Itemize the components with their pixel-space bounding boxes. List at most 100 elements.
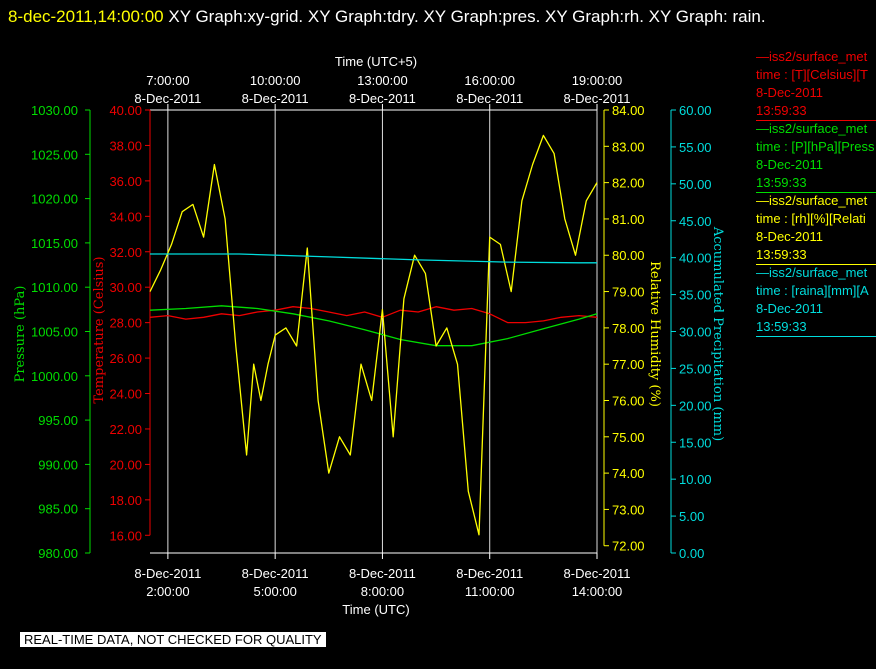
precipitation-line — [150, 253, 597, 264]
humidity-tick-label: 79.00 — [612, 285, 645, 300]
precip-tick-label: 15.00 — [679, 435, 712, 450]
humidity-tick-label: 78.00 — [612, 321, 645, 336]
graph-title: 8-dec-2011,14:00:00 XY Graph:xy-grid. XY… — [8, 3, 868, 31]
temperature-tick-label: 18.00 — [109, 493, 142, 508]
legend-entry: —iss2/surface_met time : [T][Celsius][T 8-… — [756, 48, 876, 121]
pressure-tick-label: 980.00 — [38, 546, 78, 561]
humidity-tick-label: 76.00 — [612, 393, 645, 408]
top-tick-date: 8-Dec-2011 — [134, 91, 201, 106]
precip-tick-label: 55.00 — [679, 140, 712, 155]
temperature-tick-label: 36.00 — [109, 174, 142, 189]
temperature-tick-label: 22.00 — [109, 422, 142, 437]
top-tick-date: 8-Dec-2011 — [456, 91, 523, 106]
legend-separator — [756, 192, 876, 193]
temperature-tick-label: 38.00 — [109, 138, 142, 153]
pressure-tick-label: 1000.00 — [31, 369, 78, 384]
top-tick-time: 19:00:00 — [572, 73, 623, 88]
bottom-tick-time: 5:00:00 — [253, 584, 296, 599]
legend-separator — [756, 264, 876, 265]
precip-tick-label: 0.00 — [679, 546, 704, 561]
top-tick-time: 7:00:00 — [146, 73, 189, 88]
pressure-tick-label: 985.00 — [38, 502, 78, 517]
humidity-axis-label: Relative Humidity (%) — [647, 261, 662, 407]
legend-entry-line3: 8-Dec-2011 — [756, 301, 823, 316]
temperature-axis-label: Temperature (Celsius) — [92, 256, 107, 403]
pressure-tick-label: 1005.00 — [31, 325, 78, 340]
legend-entry-line3: 8-Dec-2011 — [756, 229, 823, 244]
top-tick-date: 8-Dec-2011 — [242, 91, 309, 106]
humidity-tick-label: 74.00 — [612, 466, 645, 481]
pressure-tick-label: 1030.00 — [31, 103, 78, 118]
precip-tick-label: 35.00 — [679, 288, 712, 303]
legend-entry-line1: —iss2/surface_met — [756, 121, 868, 136]
legend-entry-line4: 13:59:33 — [756, 103, 807, 118]
precip-tick-label: 60.00 — [679, 103, 712, 118]
top-tick-date: 8-Dec-2011 — [349, 91, 416, 106]
temperature-tick-label: 20.00 — [109, 457, 142, 472]
humidity-tick-label: 84.00 — [612, 103, 645, 118]
humidity-tick-label: 82.00 — [612, 176, 645, 191]
legend-entry-line3: 8-Dec-2011 — [756, 85, 823, 100]
humidity-tick-label: 75.00 — [612, 430, 645, 445]
temperature-tick-label: 40.00 — [109, 103, 142, 118]
bottom-axis-label: Time (UTC) — [342, 602, 409, 617]
pressure-axis-label: Pressure (hPa) — [13, 286, 28, 383]
legend-separator — [756, 120, 876, 121]
precip-tick-label: 30.00 — [679, 325, 712, 340]
temperature-line — [149, 306, 598, 324]
legend-separator — [756, 336, 876, 337]
legend-entry-line1: —iss2/surface_met — [756, 193, 868, 208]
bottom-tick-date: 8-Dec-2011 — [242, 566, 309, 581]
precip-tick-label: 45.00 — [679, 214, 712, 229]
bottom-tick-time: 14:00:00 — [572, 584, 623, 599]
precip-tick-label: 10.00 — [679, 472, 712, 487]
humidity-tick-label: 81.00 — [612, 212, 645, 227]
legend-entry-line4: 13:59:33 — [756, 175, 807, 190]
legend-entry-line2: time : [P][hPa][Press — [756, 139, 875, 154]
precip-tick-label: 25.00 — [679, 361, 712, 376]
humidity-line — [149, 134, 598, 536]
legend-entry-line2: time : [rh][%][Relati — [756, 211, 866, 226]
temperature-tick-label: 26.00 — [109, 351, 142, 366]
legend-entry-line4: 13:59:33 — [756, 319, 807, 334]
bottom-tick-time: 11:00:00 — [465, 584, 515, 599]
precip-tick-label: 50.00 — [679, 177, 712, 192]
temperature-tick-label: 24.00 — [109, 387, 142, 402]
precip-tick-label: 20.00 — [679, 398, 712, 413]
pressure-tick-label: 990.00 — [38, 457, 78, 472]
pressure-tick-label: 995.00 — [38, 413, 78, 428]
humidity-tick-label: 77.00 — [612, 357, 645, 372]
pressure-tick-label: 1010.00 — [31, 280, 78, 295]
top-axis-label: Time (UTC+5) — [335, 54, 417, 69]
precip-axis-label: Accumulated Precipitation (mm) — [710, 226, 725, 441]
pressure-tick-label: 1025.00 — [31, 147, 78, 162]
quality-notice: REAL-TIME DATA, NOT CHECKED FOR QUALITY — [20, 632, 326, 647]
title-graph-list: XY Graph:xy-grid. XY Graph:tdry. XY Grap… — [163, 7, 766, 26]
temperature-tick-label: 30.00 — [109, 280, 142, 295]
bottom-tick-time: 2:00:00 — [146, 584, 189, 599]
precip-tick-label: 5.00 — [679, 509, 704, 524]
bottom-tick-date: 8-Dec-2011 — [349, 566, 416, 581]
legend-entry: —iss2/surface_met time : [P][hPa][Press 8-… — [756, 120, 876, 193]
humidity-tick-label: 73.00 — [612, 502, 645, 517]
pressure-tick-label: 1020.00 — [31, 192, 78, 207]
legend-entry-line2: time : [raina][mm][A — [756, 283, 869, 298]
top-tick-time: 16:00:00 — [464, 73, 515, 88]
temperature-tick-label: 34.00 — [109, 209, 142, 224]
precip-tick-label: 40.00 — [679, 251, 712, 266]
bottom-tick-date: 8-Dec-2011 — [456, 566, 523, 581]
bottom-tick-time: 8:00:00 — [361, 584, 404, 599]
top-tick-time: 13:00:00 — [357, 73, 408, 88]
title-timestamp: 8-dec-2011,14:00:00 — [8, 7, 164, 26]
bottom-tick-date: 8-Dec-2011 — [564, 566, 631, 581]
temperature-tick-label: 32.00 — [109, 245, 142, 260]
legend-entry-line1: —iss2/surface_met — [756, 265, 868, 280]
temperature-tick-label: 28.00 — [109, 316, 142, 331]
pressure-line — [149, 305, 598, 347]
humidity-tick-label: 72.00 — [612, 539, 645, 554]
legend-entry-line2: time : [T][Celsius][T — [756, 67, 868, 82]
top-tick-date: 8-Dec-2011 — [564, 91, 631, 106]
